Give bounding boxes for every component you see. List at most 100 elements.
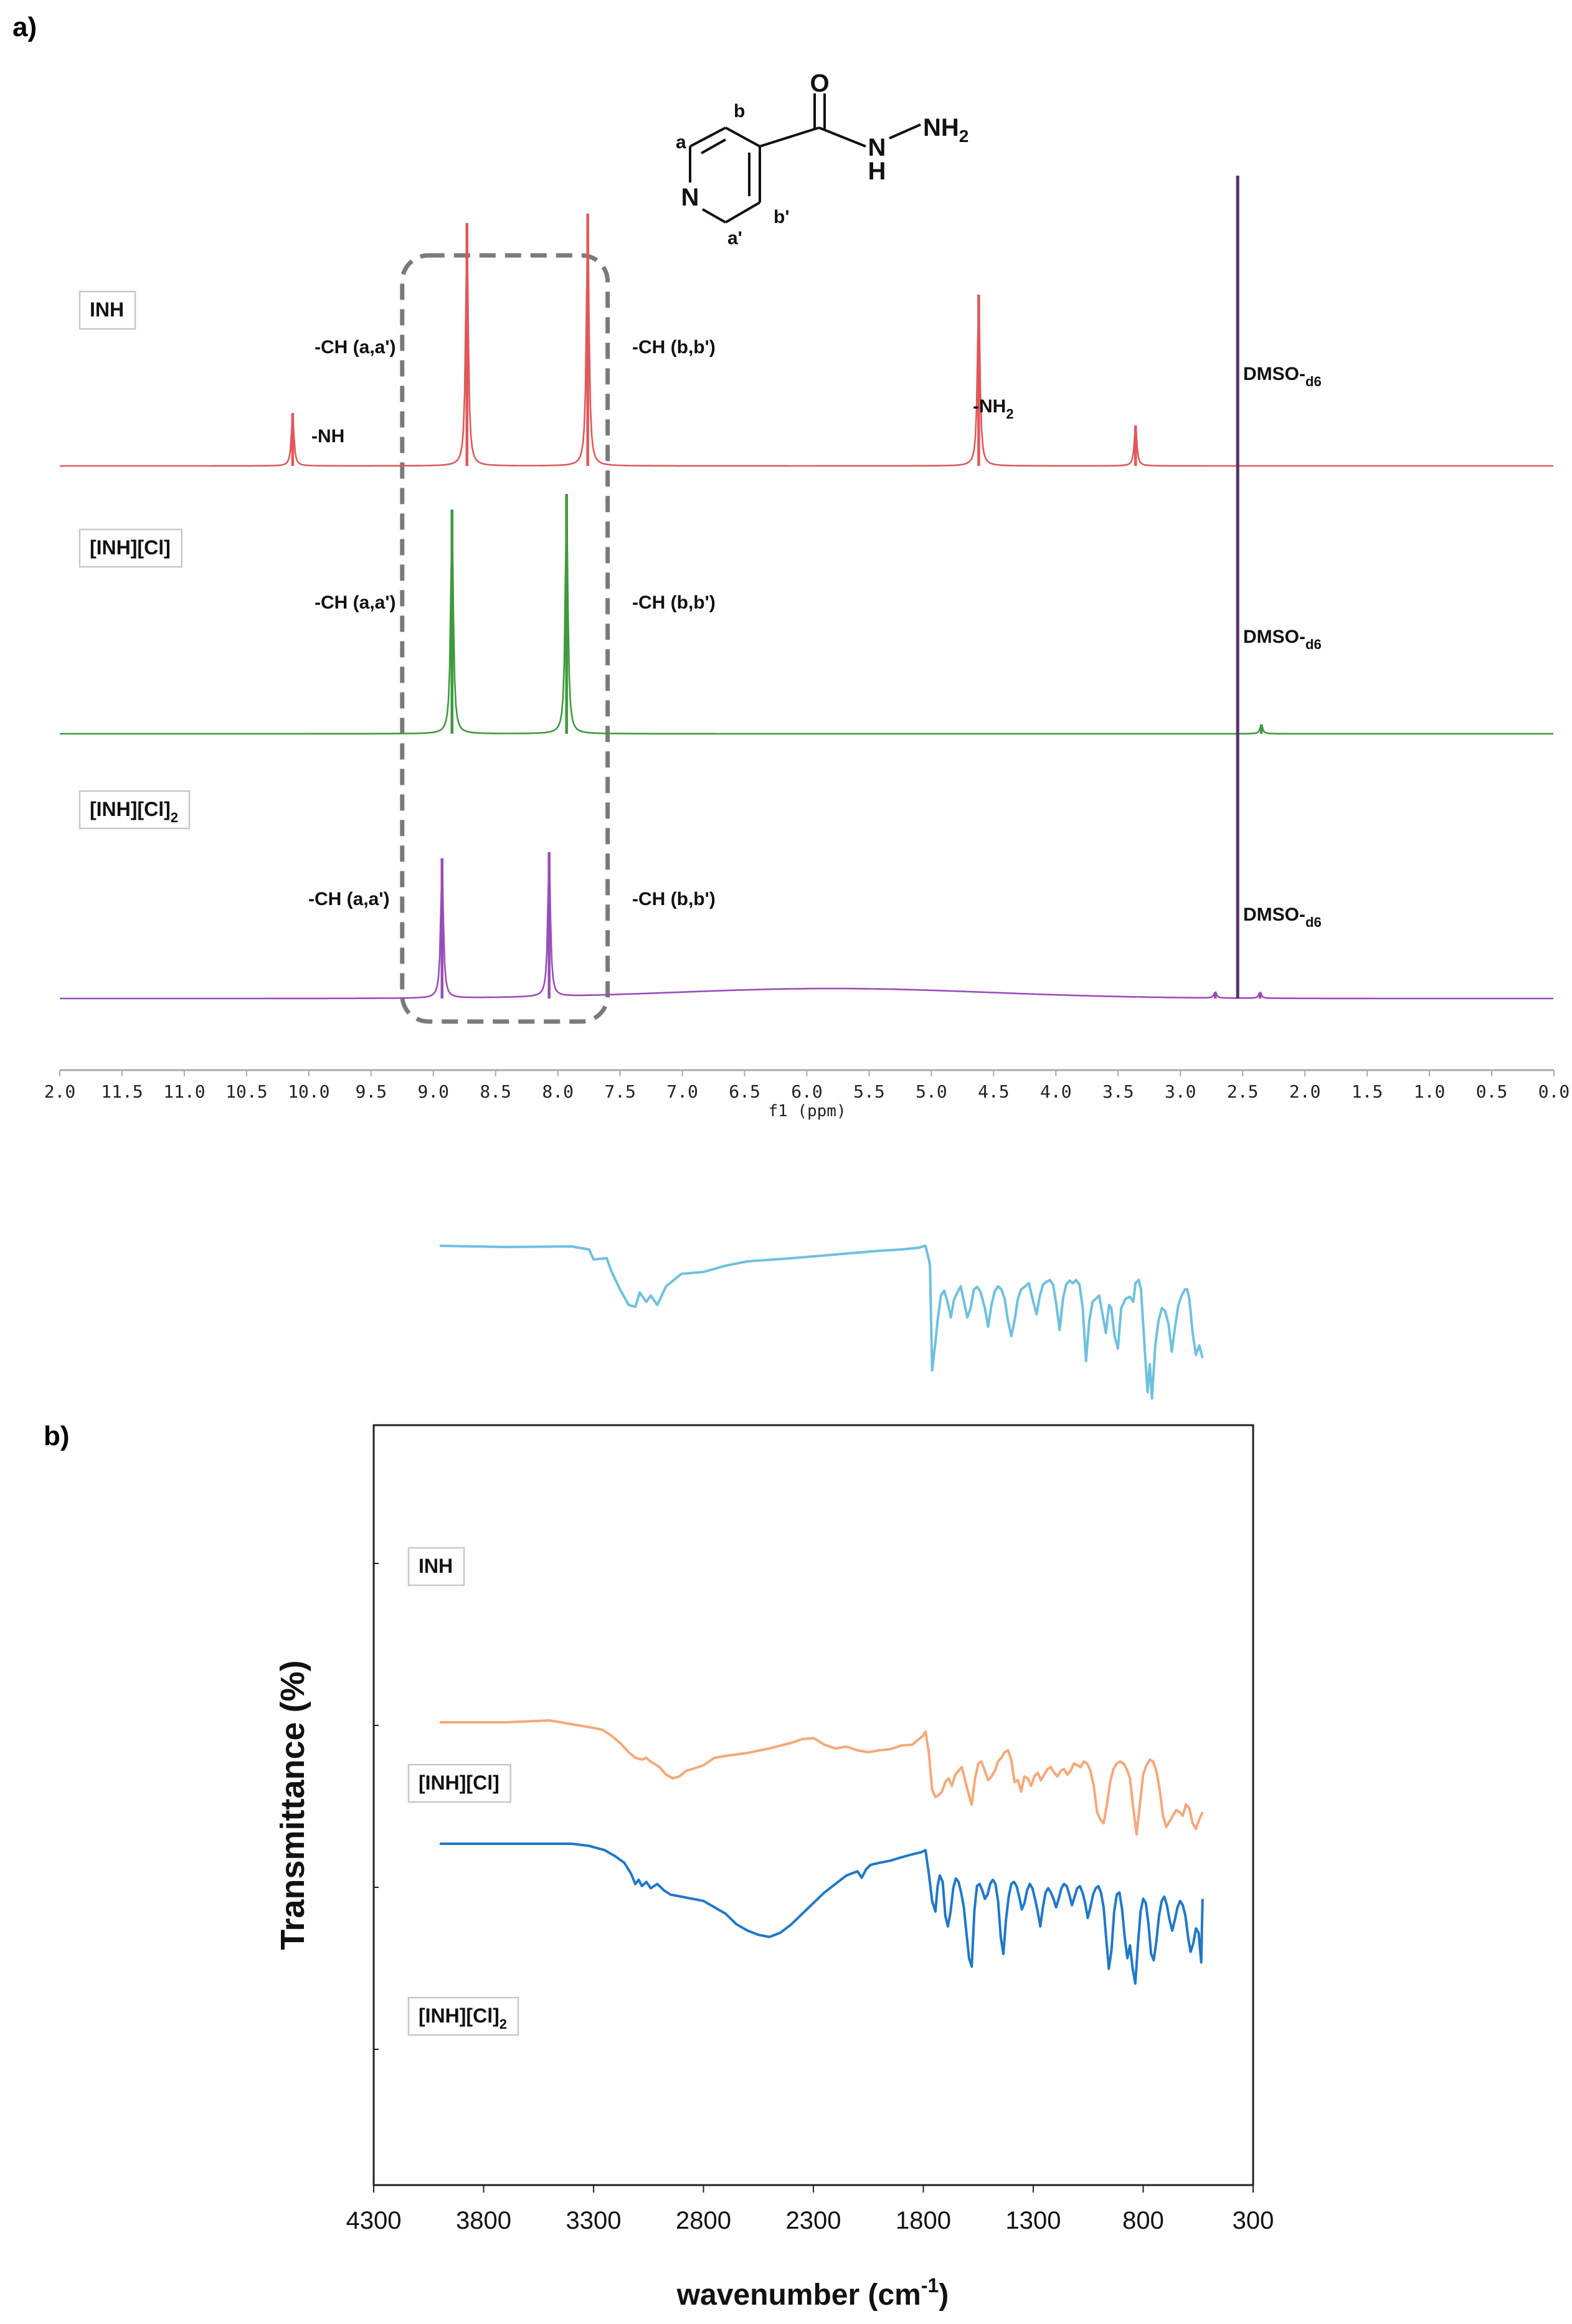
ftir-x-axis: 4300 3800 3300 2800 2300 1800 1300 800 300 — [346, 2185, 1274, 2234]
nmr-spectra — [60, 176, 1553, 1024]
nmr-tick-label: 3.5 — [1102, 1081, 1134, 1102]
nmr-peak-label-1-2-main: -CH (a,a') — [315, 337, 395, 358]
nmr-tick-label: 8.5 — [480, 1081, 511, 1102]
nmr-legend-2: [INH][Cl] — [78, 528, 182, 568]
ftir-tick-label: 3800 — [456, 2207, 511, 2234]
nmr-solvent-label-1: DMSO-d6 — [1243, 364, 1322, 389]
ftir-legend-1: INH — [407, 1547, 465, 1586]
ftir-legend-2: [INH][Cl] — [407, 1763, 511, 1803]
nmr-x-axis-title: f1 (ppm) — [768, 1102, 846, 1121]
ftir-x-axis-title: wavenumber (cm-1) — [676, 2274, 949, 2312]
nmr-tick-label: 11.5 — [101, 1081, 143, 1102]
nmr-peak-label-1-4: -NH2 — [973, 396, 1014, 422]
nmr-legend-3-text-sub: 2 — [171, 810, 178, 825]
nmr-tick-label: 0.0 — [1538, 1081, 1570, 1102]
ftir-trace-3 — [439, 1843, 1204, 1985]
nmr-solvent-label-2-sub: d6 — [1305, 637, 1322, 652]
ftir-tick-label: 300 — [1233, 2207, 1274, 2234]
nmr-legend-1-frame — [78, 290, 136, 330]
nmr-tick-label: 10.5 — [225, 1081, 267, 1102]
nmr-panel: a) O N N H — [12, 12, 1570, 1121]
atom-nh2: NH2 — [923, 114, 968, 146]
nmr-trace-3 — [60, 852, 1553, 1000]
nmr-peak-label-1-1-main: -NH — [311, 426, 344, 447]
pyridine-ring — [689, 126, 761, 224]
atom-nh: N — [868, 134, 886, 161]
nmr-tick-label: 11.0 — [163, 1081, 205, 1102]
pos-b: b — [734, 101, 745, 121]
nmr-solvent-label-3-main: DMSO- — [1243, 904, 1305, 925]
nmr-peak-label-2-2-main: -CH (b,b') — [632, 592, 716, 613]
ftir-tick-label: 1300 — [1006, 2207, 1061, 2234]
nmr-solvent-label-2-main: DMSO- — [1243, 627, 1305, 647]
ftir-spectra — [372, 1245, 1254, 2186]
nmr-tick-label: 8.0 — [542, 1081, 574, 1102]
nmr-legend-1-text: INH — [90, 298, 124, 321]
ftir-tick-label: 2300 — [786, 2207, 841, 2234]
nmr-tick-label: 2.0 — [44, 1081, 76, 1102]
nmr-peak-label-2-1-main: -CH (a,a') — [315, 592, 395, 613]
nmr-tick-label: 6.0 — [791, 1081, 823, 1102]
nmr-legend-3-text-main: [INH][Cl] — [90, 798, 171, 820]
ftir-tick-label: 4300 — [346, 2207, 402, 2234]
panel-b-letter: b) — [44, 1421, 70, 1451]
structure-atom-labels: O N N H NH2 a b b' a' — [676, 70, 968, 249]
pos-a-prime: a' — [727, 228, 742, 249]
nmr-legend-3-text: [INH][Cl]2 — [90, 798, 178, 825]
nmr-tick-label: 4.5 — [978, 1081, 1010, 1102]
nmr-tick-label: 0.5 — [1476, 1081, 1508, 1102]
nmr-legend-3-frame — [78, 790, 191, 830]
ftir-legend-2-text-main: [INH][Cl] — [419, 1771, 500, 1794]
ftir-legend-1-text: INH — [419, 1555, 453, 1577]
ftir-x-axis-title-sup: -1 — [921, 2274, 939, 2297]
ftir-tick-label: 2800 — [676, 2207, 731, 2234]
ftir-tick-label: 800 — [1122, 2207, 1164, 2234]
nmr-legend-2-text-main: [INH][Cl] — [90, 536, 171, 559]
nmr-tick-label: 2.5 — [1227, 1081, 1259, 1102]
ftir-trace-1 — [439, 1245, 1204, 1400]
ftir-x-axis-title-close: ) — [939, 2279, 949, 2312]
nmr-trace-1 — [60, 219, 1553, 467]
ftir-legend-3-frame — [407, 1996, 519, 2036]
atom-nh2-sub: 2 — [959, 126, 969, 146]
nmr-legend-1: INH — [78, 290, 136, 330]
nmr-tick-label: 6.5 — [729, 1081, 760, 1102]
ftir-legend-1-frame — [407, 1547, 465, 1586]
hydrazide-chain — [759, 93, 921, 148]
ftir-legend-2-text: [INH][Cl] — [419, 1771, 500, 1794]
ftir-legend-3-text: [INH][Cl]2 — [419, 2004, 507, 2032]
atom-nh2-main: NH — [923, 114, 959, 141]
ftir-legend-3-text-sub: 2 — [500, 2016, 507, 2032]
nmr-tick-label: 1.5 — [1352, 1081, 1383, 1102]
nmr-x-axis: 2.0 11.5 11.0 10.5 10.0 9.5 9.0 8.5 8.0 7.5 7.0 6.5… — [44, 1069, 1570, 1102]
ftir-legend-3-text-main: [INH][Cl] — [419, 2004, 500, 2027]
nmr-peak-label-1-3: -CH (b,b') — [632, 337, 716, 358]
nmr-peak-label-3-1-main: -CH (a,a') — [308, 889, 389, 909]
ftir-legend-2-frame — [407, 1763, 511, 1803]
nmr-tick-label: 1.0 — [1414, 1081, 1446, 1102]
nmr-tick-label: 7.5 — [604, 1081, 636, 1102]
atom-n-ring: N — [681, 184, 699, 211]
nmr-tick-label: 5.5 — [853, 1081, 885, 1102]
pos-a: a — [676, 132, 686, 153]
nmr-tick-label: 4.0 — [1040, 1081, 1072, 1102]
ftir-legend-1-text-main: INH — [419, 1555, 453, 1577]
nmr-solvent-label-1-main: DMSO- — [1243, 364, 1305, 384]
nmr-legend-2-text: [INH][Cl] — [90, 536, 171, 559]
nmr-tick-label: 7.0 — [666, 1081, 698, 1102]
nmr-peak-label-1-1: -NH — [311, 426, 344, 447]
nmr-solvent-label-1-sub: d6 — [1305, 374, 1322, 389]
ftir-plot-frame — [372, 1424, 1254, 2186]
nmr-peak-label-3-2-main: -CH (b,b') — [632, 889, 716, 909]
ftir-panel: b) INH[INH][Cl][INH][Cl]2 4300 3800 3300 28… — [44, 1245, 1274, 2312]
ftir-trace-2 — [439, 1719, 1204, 1836]
nmr-legend-2-frame — [78, 528, 182, 568]
nmr-tick-label: 10.0 — [288, 1081, 329, 1102]
panel-a-letter: a) — [12, 12, 37, 42]
nmr-peak-label-1-4-sub: 2 — [1006, 406, 1013, 422]
nmr-solvent-label-3: DMSO-d6 — [1243, 904, 1322, 930]
pos-b-prime: b' — [774, 207, 789, 227]
nmr-tick-label: 5.0 — [916, 1081, 947, 1102]
nmr-tick-label: 9.0 — [417, 1081, 449, 1102]
